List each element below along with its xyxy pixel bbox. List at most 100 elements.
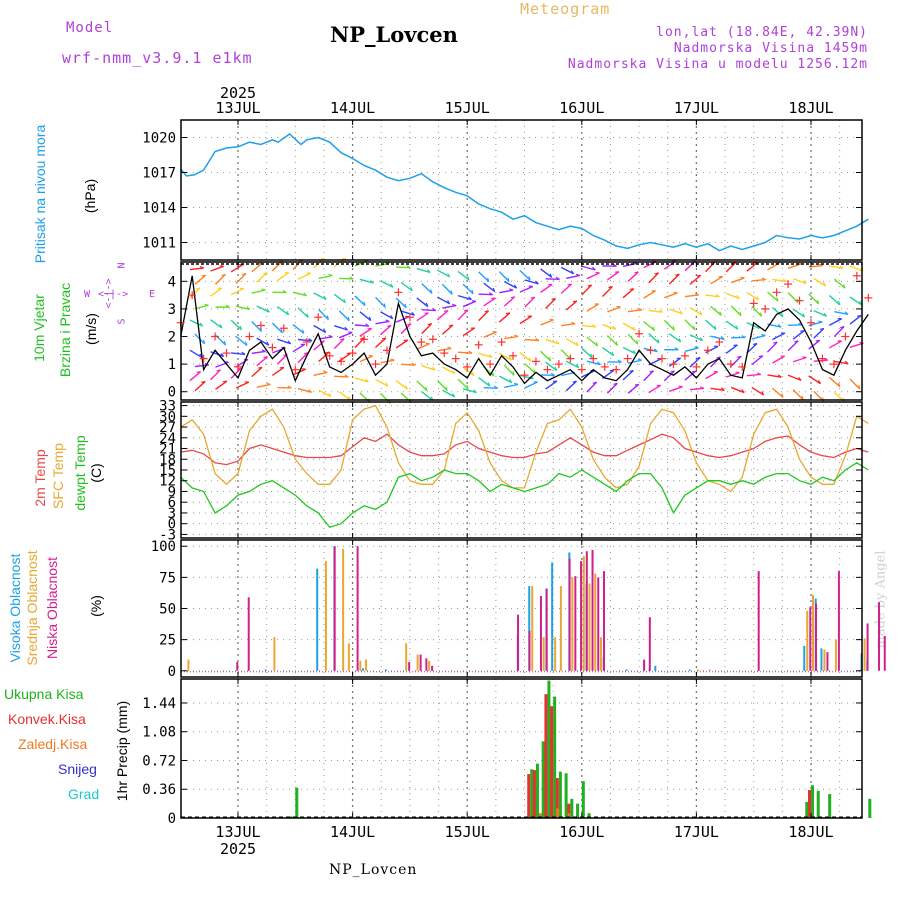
wind-arrow: [416, 380, 428, 392]
wind-arrow: [710, 335, 725, 340]
wind-arrow: [627, 271, 639, 282]
cloud-mid-bar: [823, 649, 826, 671]
temperature-ytick-label: 27: [159, 420, 176, 436]
pressure-ytick-label: 1011: [142, 236, 176, 252]
wind-arrow-head: [802, 313, 806, 318]
wind-arrow-head: [554, 366, 558, 371]
cloud-low-bar: [425, 658, 428, 671]
wind-arrow: [772, 355, 785, 364]
model-label: Model: [66, 20, 114, 36]
cloud-low-bar: [648, 617, 651, 671]
cloud-mid-bar: [347, 643, 350, 671]
precip-hail-label: Grad: [68, 786, 100, 802]
wind-arrow-head: [780, 312, 784, 318]
wind-arrow-head: [387, 324, 392, 327]
cloud-low-bar: [568, 558, 571, 671]
wind-arrow-head: [819, 327, 825, 331]
wind-arrow: [333, 338, 345, 350]
wind-arrow-head: [216, 369, 221, 372]
wind-arrow-head: [670, 370, 675, 373]
wind-arrow: [457, 378, 469, 390]
wind-arrow-head: [199, 322, 203, 327]
wind-arrow-head: [219, 324, 223, 329]
wind-arrow: [483, 386, 498, 389]
wind-arrow-head: [535, 280, 539, 285]
wind-arrow: [313, 340, 325, 351]
wind-arrow: [194, 274, 207, 285]
wind-arrow-head: [196, 371, 201, 374]
wind-arrow-head: [632, 326, 636, 331]
precip-total-bar: [805, 802, 809, 818]
wind-arrow: [359, 311, 372, 322]
pressure-ytick-label: 1017: [142, 166, 176, 182]
cloud-low-bar: [826, 652, 829, 671]
wind-arrow-head: [492, 287, 496, 292]
wind-arrow: [498, 271, 510, 283]
wind-arrow: [483, 297, 496, 307]
precip-total-bar: [289, 816, 293, 818]
wind-arrow: [436, 379, 448, 391]
cloud-mid-bar: [806, 610, 809, 671]
wind-arrow-head: [570, 270, 575, 275]
wind-arrow: [416, 312, 429, 322]
wind-arrow: [545, 361, 558, 372]
wind-arrow-head: [741, 389, 745, 393]
wind-arrow-head: [201, 380, 206, 383]
wind-arrow: [627, 333, 639, 345]
wind-arrow: [235, 336, 248, 347]
wind-arrow: [215, 273, 226, 285]
wind-arrow-head: [513, 284, 518, 289]
wind-arrow-head: [815, 339, 820, 342]
wind-arrow-head: [365, 378, 369, 383]
wind-arrow-head: [308, 338, 313, 342]
wind-arrow-head: [572, 380, 577, 383]
precip-strat-label: Zaledj.Kisa: [18, 736, 88, 752]
cloud-low-bar: [236, 662, 239, 671]
wind-arrow: [710, 276, 723, 285]
wind-arrow-head: [672, 326, 675, 331]
wind-arrow: [519, 285, 533, 293]
wind-arrow: [566, 274, 581, 280]
wind-arrow: [277, 338, 291, 345]
wind-arrow: [519, 269, 531, 281]
wind-arrow-head: [551, 297, 556, 301]
wind-arrow-head: [634, 383, 639, 386]
cloud-mid-bar: [594, 573, 597, 671]
wind-ytick-label: 3: [168, 302, 176, 318]
cloud-mid-bar: [342, 548, 345, 671]
cloud-low-bar: [574, 576, 577, 671]
wind-arrow-head: [217, 287, 222, 290]
wind-arrow: [849, 378, 861, 390]
wind-arrow-head: [447, 273, 451, 278]
wind-arrow: [663, 319, 675, 331]
wind-arrow-head: [571, 321, 576, 325]
wind-arrow: [560, 349, 572, 361]
wind-arrow-head: [363, 301, 366, 306]
wind-arrow: [318, 351, 330, 363]
wind-arrow: [292, 291, 307, 297]
wind-arrow-head: [756, 372, 762, 376]
wind-arrow-head: [575, 273, 581, 277]
wind-arrow-head: [818, 320, 823, 323]
wind-arrow: [354, 295, 366, 307]
wind-arrow-head: [555, 340, 560, 345]
wind-arrow: [375, 296, 386, 308]
wind-arrow: [581, 347, 593, 359]
precip-total-bar: [828, 794, 832, 818]
wind-arrow: [462, 300, 477, 308]
precip-total-bar: [535, 763, 539, 818]
wind-arrow-head: [823, 312, 827, 317]
cloud-mid-bar: [571, 577, 574, 671]
cloud-low-bar: [356, 546, 359, 671]
wind-arrow: [380, 280, 394, 288]
wind-arrow-head: [328, 273, 333, 277]
wind-arrow-head: [343, 298, 347, 303]
wind-arrow: [648, 272, 659, 284]
wind-arrow-head: [716, 356, 721, 359]
temperature-ytick-label: 15: [159, 463, 176, 479]
wind-arrow-head: [452, 303, 457, 307]
wind-arrow-head: [219, 265, 224, 267]
wind-arrow-head: [468, 296, 472, 301]
wind-arrow-head: [715, 293, 720, 298]
wind-arrow-head: [739, 311, 742, 316]
